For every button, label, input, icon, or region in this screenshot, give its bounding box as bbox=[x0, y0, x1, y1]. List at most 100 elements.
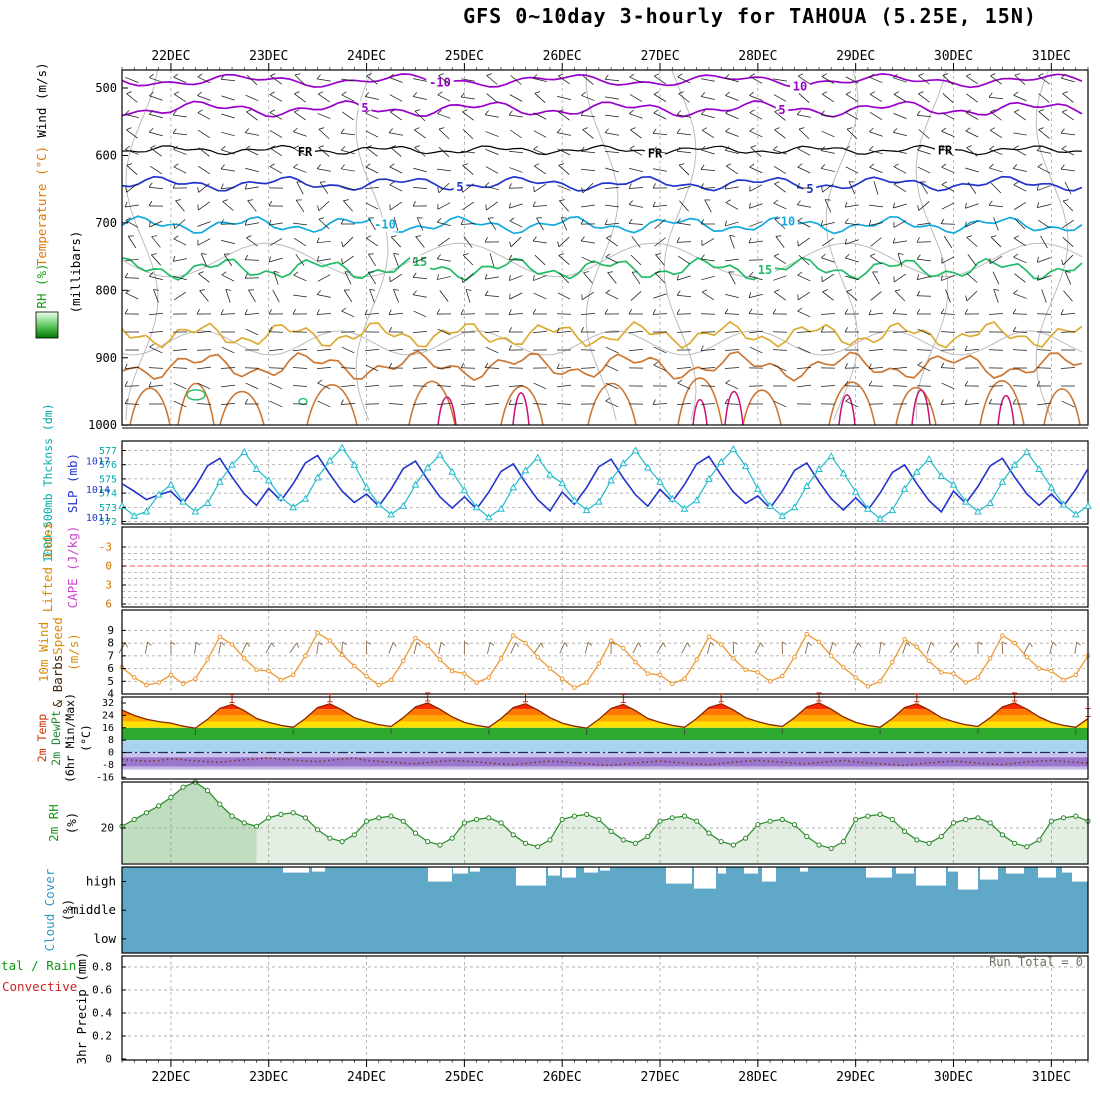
svg-text:577: 577 bbox=[99, 446, 117, 457]
svg-text:3hr Precip (mm): 3hr Precip (mm) bbox=[74, 952, 89, 1065]
svg-text:1000: 1000 bbox=[88, 418, 117, 432]
svg-text:5: 5 bbox=[456, 180, 463, 194]
svg-text:CAPE (J/kg): CAPE (J/kg) bbox=[65, 526, 80, 609]
svg-text:6: 6 bbox=[107, 662, 114, 675]
svg-text:Temperature (°C): Temperature (°C) bbox=[34, 146, 49, 266]
svg-text:3: 3 bbox=[105, 578, 112, 591]
svg-text:-10: -10 bbox=[429, 75, 451, 89]
svg-text:5: 5 bbox=[361, 101, 368, 115]
svg-text:(m/s): (m/s) bbox=[66, 633, 81, 671]
svg-text:573: 573 bbox=[99, 503, 117, 514]
svg-text:1014: 1014 bbox=[86, 485, 110, 496]
svg-text:middle: middle bbox=[71, 902, 116, 917]
svg-text:5: 5 bbox=[778, 103, 785, 117]
svg-text:20: 20 bbox=[101, 822, 114, 835]
panel-precip: 0.8 0.6 0.4 0.2 0 Run Total = 0 bbox=[92, 955, 1089, 1066]
svg-text:575: 575 bbox=[99, 474, 117, 485]
svg-text:0.8: 0.8 bbox=[92, 961, 112, 974]
svg-text:7: 7 bbox=[107, 649, 114, 662]
panel-cross-section: -10 105 5FR FR FR5 5-10 1015155006007008009001… bbox=[88, 69, 1089, 432]
svg-text:10: 10 bbox=[793, 79, 807, 93]
svg-text:0: 0 bbox=[108, 748, 114, 759]
svg-text:22DEC: 22DEC bbox=[151, 1070, 190, 1085]
svg-text:26DEC: 26DEC bbox=[543, 49, 582, 64]
svg-text:24DEC: 24DEC bbox=[347, 49, 386, 64]
chart-title: GFS 0~10day 3-hourly for TAHOUA (5.25E, … bbox=[463, 4, 1037, 28]
svg-text:1011: 1011 bbox=[86, 513, 110, 524]
svg-text:low: low bbox=[93, 931, 116, 946]
svg-text:572: 572 bbox=[99, 517, 117, 528]
svg-text:4: 4 bbox=[107, 688, 114, 701]
svg-text:800: 800 bbox=[95, 283, 117, 297]
svg-text:32: 32 bbox=[102, 698, 114, 709]
axis-titles: Wind (m/s) Temperature (°C)RH (%) (milliba… bbox=[0, 62, 93, 1064]
svg-text:Wind (m/s): Wind (m/s) bbox=[34, 62, 49, 137]
day-gridlines bbox=[170, 70, 1052, 1060]
svg-text:31DEC: 31DEC bbox=[1032, 49, 1071, 64]
svg-text:SLP (mb): SLP (mb) bbox=[65, 453, 80, 513]
svg-text:Convective: Convective bbox=[2, 979, 77, 994]
svg-text:26DEC: 26DEC bbox=[543, 1070, 582, 1085]
svg-text:(°C): (°C) bbox=[79, 724, 93, 752]
svg-text:& Barbs: & Barbs bbox=[50, 655, 65, 708]
time-axis: 22DEC 22DEC 23DEC 23DEC 24DEC 24DEC 25DEC 25DEC… bbox=[121, 49, 1089, 1085]
svg-text:8: 8 bbox=[108, 735, 114, 746]
panel-rh2m: 20 bbox=[101, 779, 1091, 865]
svg-text:2m Temp: 2m Temp bbox=[35, 714, 49, 763]
svg-text:5: 5 bbox=[107, 675, 114, 688]
panel-stability: -3 0 3 6 bbox=[99, 526, 1089, 610]
panel-slp-thickness: 577 576 575 574 573 572 1017 1014 1011 bbox=[86, 440, 1092, 528]
svg-text:0: 0 bbox=[105, 560, 112, 573]
svg-text:8: 8 bbox=[107, 637, 114, 650]
svg-text:10: 10 bbox=[781, 215, 795, 229]
svg-text:RH (%): RH (%) bbox=[34, 263, 49, 308]
svg-text:24DEC: 24DEC bbox=[347, 1070, 386, 1085]
svg-text:600: 600 bbox=[95, 148, 117, 162]
svg-text:Run Total = 0: Run Total = 0 bbox=[989, 955, 1083, 969]
svg-text:Total / Rain: Total / Rain bbox=[0, 958, 76, 973]
svg-text:30DEC: 30DEC bbox=[934, 49, 973, 64]
svg-text:28DEC: 28DEC bbox=[738, 49, 777, 64]
svg-text:500: 500 bbox=[95, 81, 117, 95]
svg-text:22DEC: 22DEC bbox=[151, 49, 190, 64]
svg-text:2m DewPt: 2m DewPt bbox=[49, 710, 63, 765]
panel-cloud-cover: high middle low bbox=[71, 866, 1089, 954]
svg-text:900: 900 bbox=[95, 351, 117, 365]
svg-text:24: 24 bbox=[102, 710, 114, 721]
svg-text:2m RH: 2m RH bbox=[46, 804, 61, 842]
svg-text:0: 0 bbox=[105, 1053, 112, 1066]
svg-text:0.4: 0.4 bbox=[92, 1007, 112, 1020]
svg-text:Speed: Speed bbox=[50, 617, 65, 655]
svg-text:31DEC: 31DEC bbox=[1032, 1070, 1071, 1085]
svg-text:15: 15 bbox=[758, 263, 772, 277]
svg-text:16: 16 bbox=[102, 723, 114, 734]
svg-text:23DEC: 23DEC bbox=[249, 49, 288, 64]
svg-text:(%): (%) bbox=[64, 812, 79, 835]
svg-text:-3: -3 bbox=[99, 541, 112, 554]
svg-text:576: 576 bbox=[99, 460, 117, 471]
svg-text:29DEC: 29DEC bbox=[836, 1070, 875, 1085]
svg-text:(%): (%) bbox=[60, 899, 75, 922]
svg-text:(millibars): (millibars) bbox=[68, 231, 83, 314]
svg-text:0.6: 0.6 bbox=[92, 984, 112, 997]
svg-text:high: high bbox=[86, 874, 116, 889]
svg-text:27DEC: 27DEC bbox=[640, 1070, 679, 1085]
svg-text:Lifted Index: Lifted Index bbox=[40, 521, 55, 612]
svg-text:(6hr Min/Max): (6hr Min/Max) bbox=[63, 693, 77, 783]
svg-text:FR: FR bbox=[298, 145, 313, 159]
svg-text:10m Wind: 10m Wind bbox=[36, 622, 51, 682]
svg-text:9: 9 bbox=[107, 624, 114, 637]
svg-text:574: 574 bbox=[99, 489, 117, 500]
svg-text:FR: FR bbox=[648, 147, 663, 161]
svg-text:27DEC: 27DEC bbox=[640, 49, 679, 64]
svg-text:0.2: 0.2 bbox=[92, 1030, 112, 1043]
svg-text:-10: -10 bbox=[374, 218, 396, 232]
svg-text:28DEC: 28DEC bbox=[738, 1070, 777, 1085]
svg-text:1017: 1017 bbox=[86, 457, 110, 468]
svg-text:5: 5 bbox=[806, 182, 813, 196]
svg-text:29DEC: 29DEC bbox=[836, 49, 875, 64]
